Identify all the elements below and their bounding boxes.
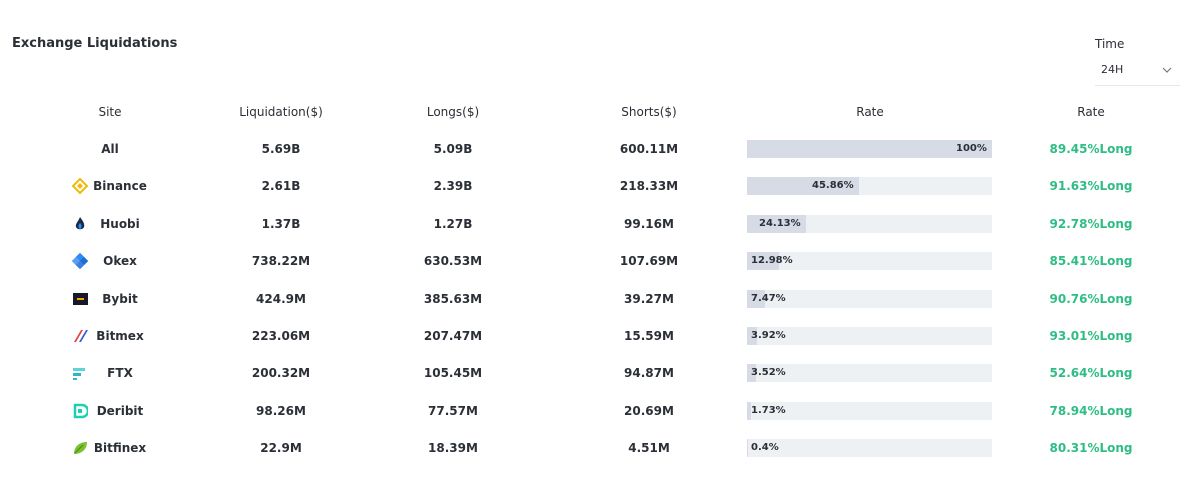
rate-bar <box>747 327 757 345</box>
chevron <box>1162 67 1172 73</box>
rate-label: 100% <box>956 143 987 154</box>
site-name: Huobi <box>100 216 140 231</box>
rate-track: 24.13% <box>747 214 992 233</box>
liquidation: 424.9M <box>256 291 306 306</box>
shorts: 39.27M <box>624 291 674 306</box>
rate-bar <box>747 401 752 420</box>
liquidation: 5.69B <box>261 142 301 156</box>
rate-bar <box>747 177 860 196</box>
rate-bar <box>747 140 992 158</box>
column-header: Rate <box>856 105 884 119</box>
liquidation: 1.37B <box>261 216 301 231</box>
shorts: 600.11M <box>619 142 679 156</box>
long-rate: 90.76%Long <box>1049 291 1133 306</box>
time-label: Time <box>1095 37 1125 51</box>
rate-label: 12.98% <box>751 255 793 267</box>
rate-track: 1.73% <box>747 401 992 420</box>
exchange-icon <box>72 253 88 270</box>
site-name: All <box>101 142 119 156</box>
longs: 630.53M <box>423 254 483 269</box>
exchange-icon <box>73 368 85 381</box>
rate-bar <box>747 289 766 308</box>
shorts: 15.59M <box>624 329 674 343</box>
shorts: 218.33M <box>619 179 679 194</box>
long-rate: 52.64%Long <box>1049 366 1133 381</box>
shorts: 20.69M <box>624 403 674 418</box>
longs: 207.47M <box>423 329 483 343</box>
liquidation: 223.06M <box>251 329 311 343</box>
liquidation: 2.61B <box>261 179 301 194</box>
page-title: Exchange Liquidations <box>12 36 178 51</box>
time-value: 24H <box>1101 63 1124 76</box>
site-name: Binance <box>93 179 147 194</box>
longs: 5.09B <box>433 142 473 156</box>
exchange-icon <box>73 403 88 419</box>
longs: 1.27B <box>433 216 473 231</box>
rate-label: 0.4% <box>751 442 779 454</box>
exchange-icon <box>73 292 88 305</box>
rate-track: 0.4% <box>747 439 992 458</box>
liquidation: 98.26M <box>256 403 306 418</box>
longs: 105.45M <box>423 366 483 381</box>
exchange-icon <box>75 216 85 230</box>
rate-label: 24.13% <box>759 217 801 229</box>
column-header: Site <box>98 105 122 119</box>
rate-label: 7.47% <box>751 292 786 304</box>
rate-bar <box>747 364 756 383</box>
site-name: Bitmex <box>96 329 144 343</box>
rate-bar <box>747 252 779 271</box>
rate-bar <box>747 214 807 233</box>
exchange-icon <box>74 330 88 342</box>
exchange-icon <box>72 178 88 195</box>
rate-label: 45.86% <box>812 180 854 192</box>
rate-track: 12.98% <box>747 252 992 271</box>
rate-label: 3.52% <box>751 367 786 379</box>
shorts: 4.51M <box>628 441 670 456</box>
site-name: FTX <box>107 366 133 381</box>
longs: 385.63M <box>423 291 483 306</box>
liquidation: 200.32M <box>251 366 311 381</box>
site-name: Okex <box>103 254 137 269</box>
rate-track: 7.47% <box>747 289 992 308</box>
column-header: Longs($) <box>426 105 480 119</box>
rate-track: 3.92% <box>747 327 992 345</box>
longs: 77.57M <box>428 403 478 418</box>
long-rate: 89.45%Long <box>1049 142 1133 156</box>
longs: 18.39M <box>428 441 478 456</box>
long-rate: 92.78%Long <box>1049 216 1133 231</box>
shorts: 94.87M <box>624 366 674 381</box>
time-dropdown[interactable]: 24H <box>1095 58 1180 86</box>
shorts: 99.16M <box>624 216 674 231</box>
liquidation: 22.9M <box>260 441 302 456</box>
exchange-icon <box>74 442 87 455</box>
rate-bar <box>747 439 748 458</box>
site-name: Bybit <box>102 291 138 306</box>
long-rate: 93.01%Long <box>1049 329 1133 343</box>
column-header: Shorts($) <box>621 105 677 119</box>
long-rate: 78.94%Long <box>1049 403 1133 418</box>
long-rate: 80.31%Long <box>1049 441 1133 456</box>
column-header: Rate <box>1077 105 1105 119</box>
longs: 2.39B <box>433 179 473 194</box>
shorts: 107.69M <box>619 254 679 269</box>
rate-track: 3.52% <box>747 364 992 383</box>
liquidation: 738.22M <box>251 254 311 269</box>
site-name: Bitfinex <box>93 441 147 456</box>
rate-track: 100% <box>747 140 992 158</box>
long-rate: 91.63%Long <box>1049 179 1133 194</box>
rate-label: 3.92% <box>751 330 786 341</box>
column-header: Liquidation($) <box>239 105 323 119</box>
rate-track: 45.86% <box>747 177 992 196</box>
site-name: Deribit <box>96 403 144 418</box>
rate-label: 1.73% <box>751 404 786 416</box>
long-rate: 85.41%Long <box>1049 254 1133 269</box>
